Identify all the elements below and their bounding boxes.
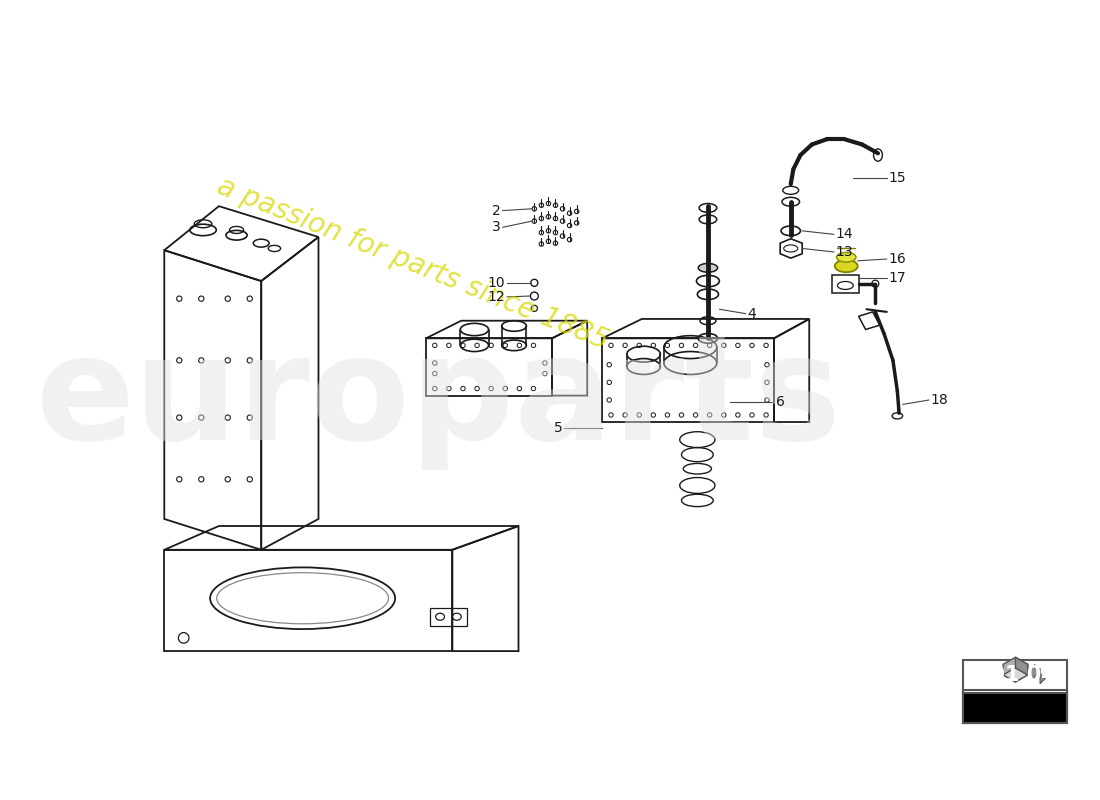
Text: 10: 10 (487, 276, 505, 290)
Text: 2: 2 (492, 203, 500, 218)
Ellipse shape (837, 253, 856, 262)
Bar (964, 690, 1067, 723)
Bar (964, 694, 1067, 723)
Text: 17: 17 (889, 271, 906, 286)
Polygon shape (1003, 658, 1027, 682)
Ellipse shape (698, 263, 717, 272)
Text: 201 04: 201 04 (976, 665, 1055, 685)
Text: europarts: europarts (36, 330, 843, 470)
Text: 6: 6 (776, 394, 784, 409)
Bar (833, 275, 859, 293)
Text: 16: 16 (889, 252, 906, 266)
Bar (964, 660, 1067, 723)
Polygon shape (1027, 664, 1045, 684)
Text: 3: 3 (492, 220, 500, 234)
Bar (430, 608, 468, 626)
Ellipse shape (835, 260, 858, 272)
Text: 18: 18 (931, 393, 948, 407)
Text: 14: 14 (836, 227, 854, 242)
Text: 15: 15 (889, 171, 906, 185)
Polygon shape (1015, 658, 1027, 675)
Text: 12: 12 (487, 290, 505, 304)
Text: a passion for parts since 1885: a passion for parts since 1885 (213, 172, 613, 355)
Text: 13: 13 (836, 245, 854, 259)
Polygon shape (1003, 668, 1027, 682)
Text: 4: 4 (748, 306, 757, 321)
Text: 5: 5 (553, 421, 562, 435)
